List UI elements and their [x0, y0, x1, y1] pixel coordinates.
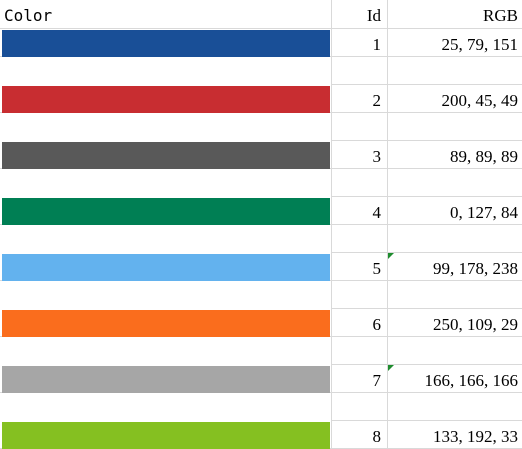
header-color[interactable]: Color: [4, 6, 53, 25]
header-rgb[interactable]: RGB: [483, 6, 518, 25]
id-cell[interactable]: 3: [372, 147, 382, 166]
row-line: [0, 28, 522, 29]
id-cell[interactable]: 7: [372, 371, 382, 390]
id-cell[interactable]: 6: [372, 315, 382, 334]
error-indicator: [388, 365, 394, 371]
rgb-cell[interactable]: 25, 79, 151: [441, 35, 519, 54]
color-swatch[interactable]: [2, 86, 330, 113]
rgb-cell[interactable]: 200, 45, 49: [441, 91, 519, 110]
row-line: [331, 420, 522, 421]
color-swatch[interactable]: [2, 30, 330, 57]
rgb-cell[interactable]: 89, 89, 89: [450, 147, 518, 166]
row-line: [331, 196, 522, 197]
color-swatch[interactable]: [2, 198, 330, 225]
rgb-cell[interactable]: 99, 178, 238: [433, 259, 518, 278]
rgb-cell[interactable]: 250, 109, 29: [433, 315, 518, 334]
id-cell[interactable]: 1: [372, 35, 382, 54]
id-cell[interactable]: 4: [372, 203, 382, 222]
row-line: [331, 364, 522, 365]
error-indicator: [388, 253, 394, 259]
row-line: [331, 308, 522, 309]
row-line: [331, 84, 522, 85]
id-cell[interactable]: 2: [372, 91, 382, 110]
color-swatch[interactable]: [2, 366, 330, 393]
color-swatch[interactable]: [2, 254, 330, 281]
color-swatch[interactable]: [2, 142, 330, 169]
row-line: [331, 140, 522, 141]
rgb-cell[interactable]: 133, 192, 33: [433, 427, 518, 446]
id-cell[interactable]: 8: [372, 427, 382, 446]
row-line: [331, 252, 522, 253]
rgb-cell[interactable]: 0, 127, 84: [450, 203, 518, 222]
id-cell[interactable]: 5: [372, 259, 382, 278]
color-swatch[interactable]: [2, 310, 330, 337]
header-id[interactable]: Id: [366, 6, 381, 25]
color-swatch[interactable]: [2, 422, 330, 449]
rgb-cell[interactable]: 166, 166, 166: [424, 371, 519, 390]
